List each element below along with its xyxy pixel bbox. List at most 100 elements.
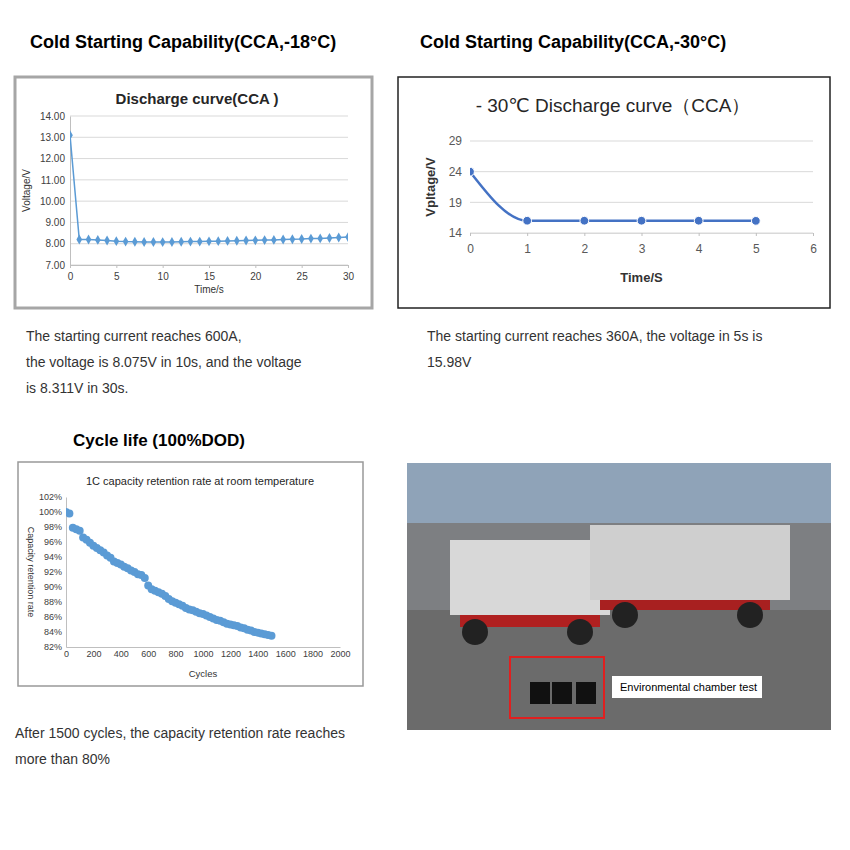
- tick-label: 1400: [248, 649, 268, 659]
- point: [76, 235, 82, 245]
- point: [290, 234, 296, 244]
- point: [188, 237, 194, 247]
- tick: 5: [753, 233, 760, 256]
- tick-mark: [642, 233, 643, 236]
- tick: 1200: [221, 647, 241, 659]
- tick-mark: [527, 233, 528, 236]
- tick-label: 6: [810, 242, 817, 256]
- tick: 15: [204, 265, 216, 282]
- tick-label: 84%: [44, 627, 62, 637]
- tick-label: 2: [581, 242, 588, 256]
- tick-label: 400: [114, 649, 129, 659]
- tick-label: 2000: [330, 649, 350, 659]
- point: [132, 237, 138, 247]
- x-axis-title: Time/S: [620, 270, 663, 285]
- tick-mark: [348, 265, 349, 268]
- x-axis-title: Time/s: [194, 284, 224, 295]
- point: [151, 237, 157, 247]
- chart-frame: [18, 462, 363, 686]
- tick: 30: [343, 265, 355, 282]
- tick-label: 600: [141, 649, 156, 659]
- grid-line: [70, 158, 348, 159]
- tick-mark: [813, 233, 814, 236]
- tick-label: 98%: [44, 522, 62, 532]
- photo: [407, 463, 831, 730]
- plot-area: [70, 130, 348, 247]
- tick-label: 10: [158, 271, 170, 282]
- point: [113, 236, 119, 246]
- tick-label: 102%: [39, 492, 62, 502]
- chart: 0510152025307.008.009.0010.0011.0012.001…: [15, 77, 372, 308]
- point: [345, 232, 348, 242]
- tick: 11.00: [41, 175, 70, 186]
- point: [141, 574, 149, 582]
- tick-label: 82%: [44, 642, 62, 652]
- point: [243, 236, 249, 246]
- tick: 20: [250, 265, 262, 282]
- axis-line: [67, 647, 341, 648]
- tick-label: 20: [250, 271, 262, 282]
- tick-label: 0: [64, 649, 69, 659]
- tick: 14: [449, 226, 470, 240]
- tick: 94%: [44, 552, 66, 562]
- tick: 3: [639, 233, 646, 256]
- tick: 1000: [193, 647, 213, 659]
- tick-label: 1800: [303, 649, 323, 659]
- point: [299, 234, 305, 244]
- caption: is 8.311V in 30s.: [26, 380, 128, 396]
- line: [470, 172, 756, 221]
- tick-label: 94%: [44, 552, 62, 562]
- tick-label: 200: [86, 649, 101, 659]
- tick: 1600: [276, 647, 296, 659]
- tick-label: 25: [297, 271, 309, 282]
- point: [751, 216, 760, 225]
- heading: Cold Starting Capability(CCA,-30°C): [420, 32, 726, 52]
- tick: 6: [810, 233, 817, 256]
- point: [169, 237, 175, 247]
- point: [123, 237, 129, 247]
- chart-title: Discharge curve(CCA ): [116, 90, 279, 107]
- tick: 4: [696, 233, 703, 256]
- tick: 92%: [44, 567, 66, 577]
- y-axis-title: Capacity retention rate: [26, 527, 36, 618]
- y-axis-title: Vpltage/V: [423, 157, 438, 217]
- chart-title: 1C capacity retention rate at room tempe…: [86, 475, 314, 487]
- tick-label: 92%: [44, 567, 62, 577]
- point: [308, 234, 314, 244]
- point: [470, 167, 474, 176]
- tick: 400: [114, 647, 129, 659]
- tick: 98%: [44, 522, 66, 532]
- point: [694, 216, 703, 225]
- tick: 19: [449, 196, 470, 210]
- tick: 1400: [248, 647, 268, 659]
- chart-frame: [398, 77, 830, 308]
- grid-line: [70, 201, 348, 202]
- tick-label: 13.00: [40, 132, 65, 143]
- caption: After 1500 cycles, the capacity retentio…: [15, 725, 345, 741]
- tick: 12.00: [40, 153, 70, 164]
- tick: 82%: [44, 642, 66, 652]
- point: [215, 236, 221, 246]
- grid-line: [70, 137, 348, 138]
- tick: 1: [524, 233, 531, 256]
- chart: 020040060080010001200140016001800200082%…: [18, 462, 363, 686]
- y-axis: 82%84%86%88%90%92%94%96%98%100%102%: [39, 492, 67, 652]
- tick-label: 7.00: [46, 260, 66, 271]
- point: [637, 216, 646, 225]
- axis-line: [470, 142, 471, 234]
- tick-label: 14.00: [40, 111, 65, 122]
- chart-title: - 30℃ Discharge curve（CCA）: [476, 95, 751, 116]
- tick-label: 5: [114, 271, 120, 282]
- point: [70, 130, 73, 140]
- tick-label: 100%: [39, 507, 62, 517]
- point: [252, 235, 258, 245]
- tick-mark: [255, 265, 256, 268]
- tick-label: 24: [449, 165, 463, 179]
- point: [197, 237, 203, 247]
- tick: 102%: [39, 492, 66, 502]
- tick-label: 15: [204, 271, 216, 282]
- tick: 84%: [44, 627, 66, 637]
- tick-label: 11.00: [41, 175, 66, 186]
- tick-label: 1600: [276, 649, 296, 659]
- tick: 24: [449, 165, 470, 179]
